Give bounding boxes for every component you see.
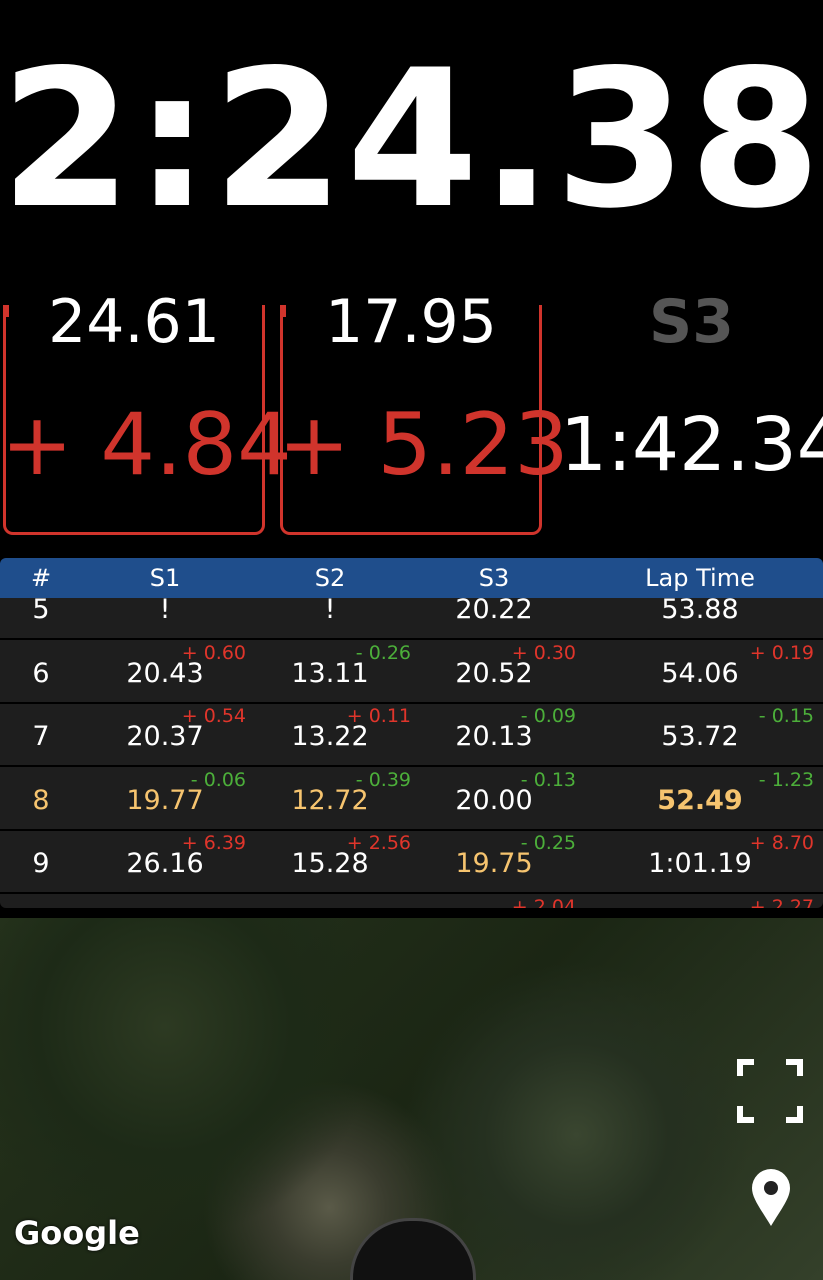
split-delta: + 0.30	[511, 641, 576, 664]
split-delta: + 0.54	[181, 705, 246, 727]
sector-delta: + 5.23	[278, 395, 569, 495]
sector-time: 17.95	[325, 287, 497, 357]
sector-label: S3	[649, 287, 734, 357]
split-delta: + 0.11	[346, 705, 411, 727]
lap-row[interactable]: 6 + 0.60 20.43 - 0.26 13.11 + 0.30 20.52 + 0.19…	[0, 641, 823, 704]
split-time: 20.13	[455, 721, 533, 752]
column-header: S1	[149, 564, 181, 592]
map-attribution: Google	[14, 1214, 140, 1252]
fullscreen-button[interactable]	[736, 1058, 804, 1124]
lap-number: 9	[32, 848, 50, 879]
split-time: 53.88	[661, 598, 739, 625]
sector-time: 24.61	[48, 287, 220, 357]
split-time: 15.28	[291, 848, 369, 879]
column-header: #	[30, 564, 52, 592]
split-time: 13.11	[291, 657, 369, 689]
table-header: # S1 S2 S3 Lap Time	[0, 558, 823, 598]
map-view[interactable]: Google	[0, 918, 823, 1280]
sector-time: 1:42.34	[560, 402, 823, 488]
split-time: 20.43	[126, 657, 204, 689]
split-delta: - 0.13	[520, 768, 576, 791]
column-header: S3	[478, 564, 510, 592]
split-time: !	[159, 598, 171, 625]
split-time: 12.72	[291, 784, 369, 816]
sector-box	[3, 305, 265, 535]
split-time: 20.00	[455, 784, 533, 816]
split-time: 1:01.19	[648, 848, 752, 879]
lap-row[interactable]: + 2.04 + 2.27	[0, 895, 823, 909]
column-header: Lap Time	[645, 564, 755, 592]
lap-row[interactable]: 9 + 6.39 26.16 + 2.56 15.28 - 0.25 19.75 + 8.70…	[0, 831, 823, 894]
column-header: S2	[314, 564, 346, 592]
split-delta: - 0.25	[520, 832, 576, 854]
split-delta: - 0.06	[190, 768, 246, 791]
lap-number: 6	[32, 657, 50, 689]
split-time: 54.06	[661, 657, 739, 689]
split-delta: - 0.26	[355, 641, 411, 664]
lap-row[interactable]: 8 - 0.06 19.77 - 0.39 12.72 - 0.13 20.00 - 1.23…	[0, 768, 823, 831]
split-delta: + 6.39	[181, 832, 246, 854]
split-delta: - 1.23	[758, 768, 814, 791]
split-time: 52.49	[657, 784, 743, 816]
split-time: 19.77	[126, 784, 204, 816]
location-button[interactable]	[750, 1168, 792, 1228]
split-delta: - 0.09	[520, 705, 576, 727]
split-delta: + 2.56	[346, 832, 411, 854]
sector-delta: + 4.84	[1, 395, 292, 495]
lap-timer: 2:24.38	[0, 29, 823, 250]
split-delta: + 0.60	[181, 641, 246, 664]
split-time: 20.52	[455, 657, 533, 689]
lap-row[interactable]: 5!! 20.22 53.88	[0, 598, 823, 640]
split-delta: + 2.04	[511, 895, 576, 909]
split-time: !	[324, 598, 336, 625]
lap-row[interactable]: 7 + 0.54 20.37 + 0.11 13.22 - 0.09 20.13 - 0.15…	[0, 704, 823, 767]
split-delta: + 2.27	[749, 895, 814, 909]
split-time: 53.72	[661, 721, 739, 752]
split-delta: + 8.70	[749, 832, 814, 854]
center-button[interactable]	[350, 1218, 476, 1280]
lap-number: 8	[32, 784, 50, 816]
lap-number: 7	[32, 721, 50, 752]
split-delta: + 0.19	[749, 641, 814, 664]
split-delta: - 0.39	[355, 768, 411, 791]
split-delta: - 0.15	[758, 705, 814, 727]
split-time: 20.37	[126, 721, 204, 752]
lap-number: 5	[32, 598, 50, 625]
split-time: 19.75	[455, 848, 533, 879]
lap-table: 5!! 20.22 53.88 6 + 0.60 20.43 - 0.26 13.11 + 0.…	[0, 598, 823, 908]
split-time: 13.22	[291, 721, 369, 752]
sector-box	[280, 305, 542, 535]
split-time: 26.16	[126, 848, 204, 879]
split-time: 20.22	[455, 598, 533, 625]
